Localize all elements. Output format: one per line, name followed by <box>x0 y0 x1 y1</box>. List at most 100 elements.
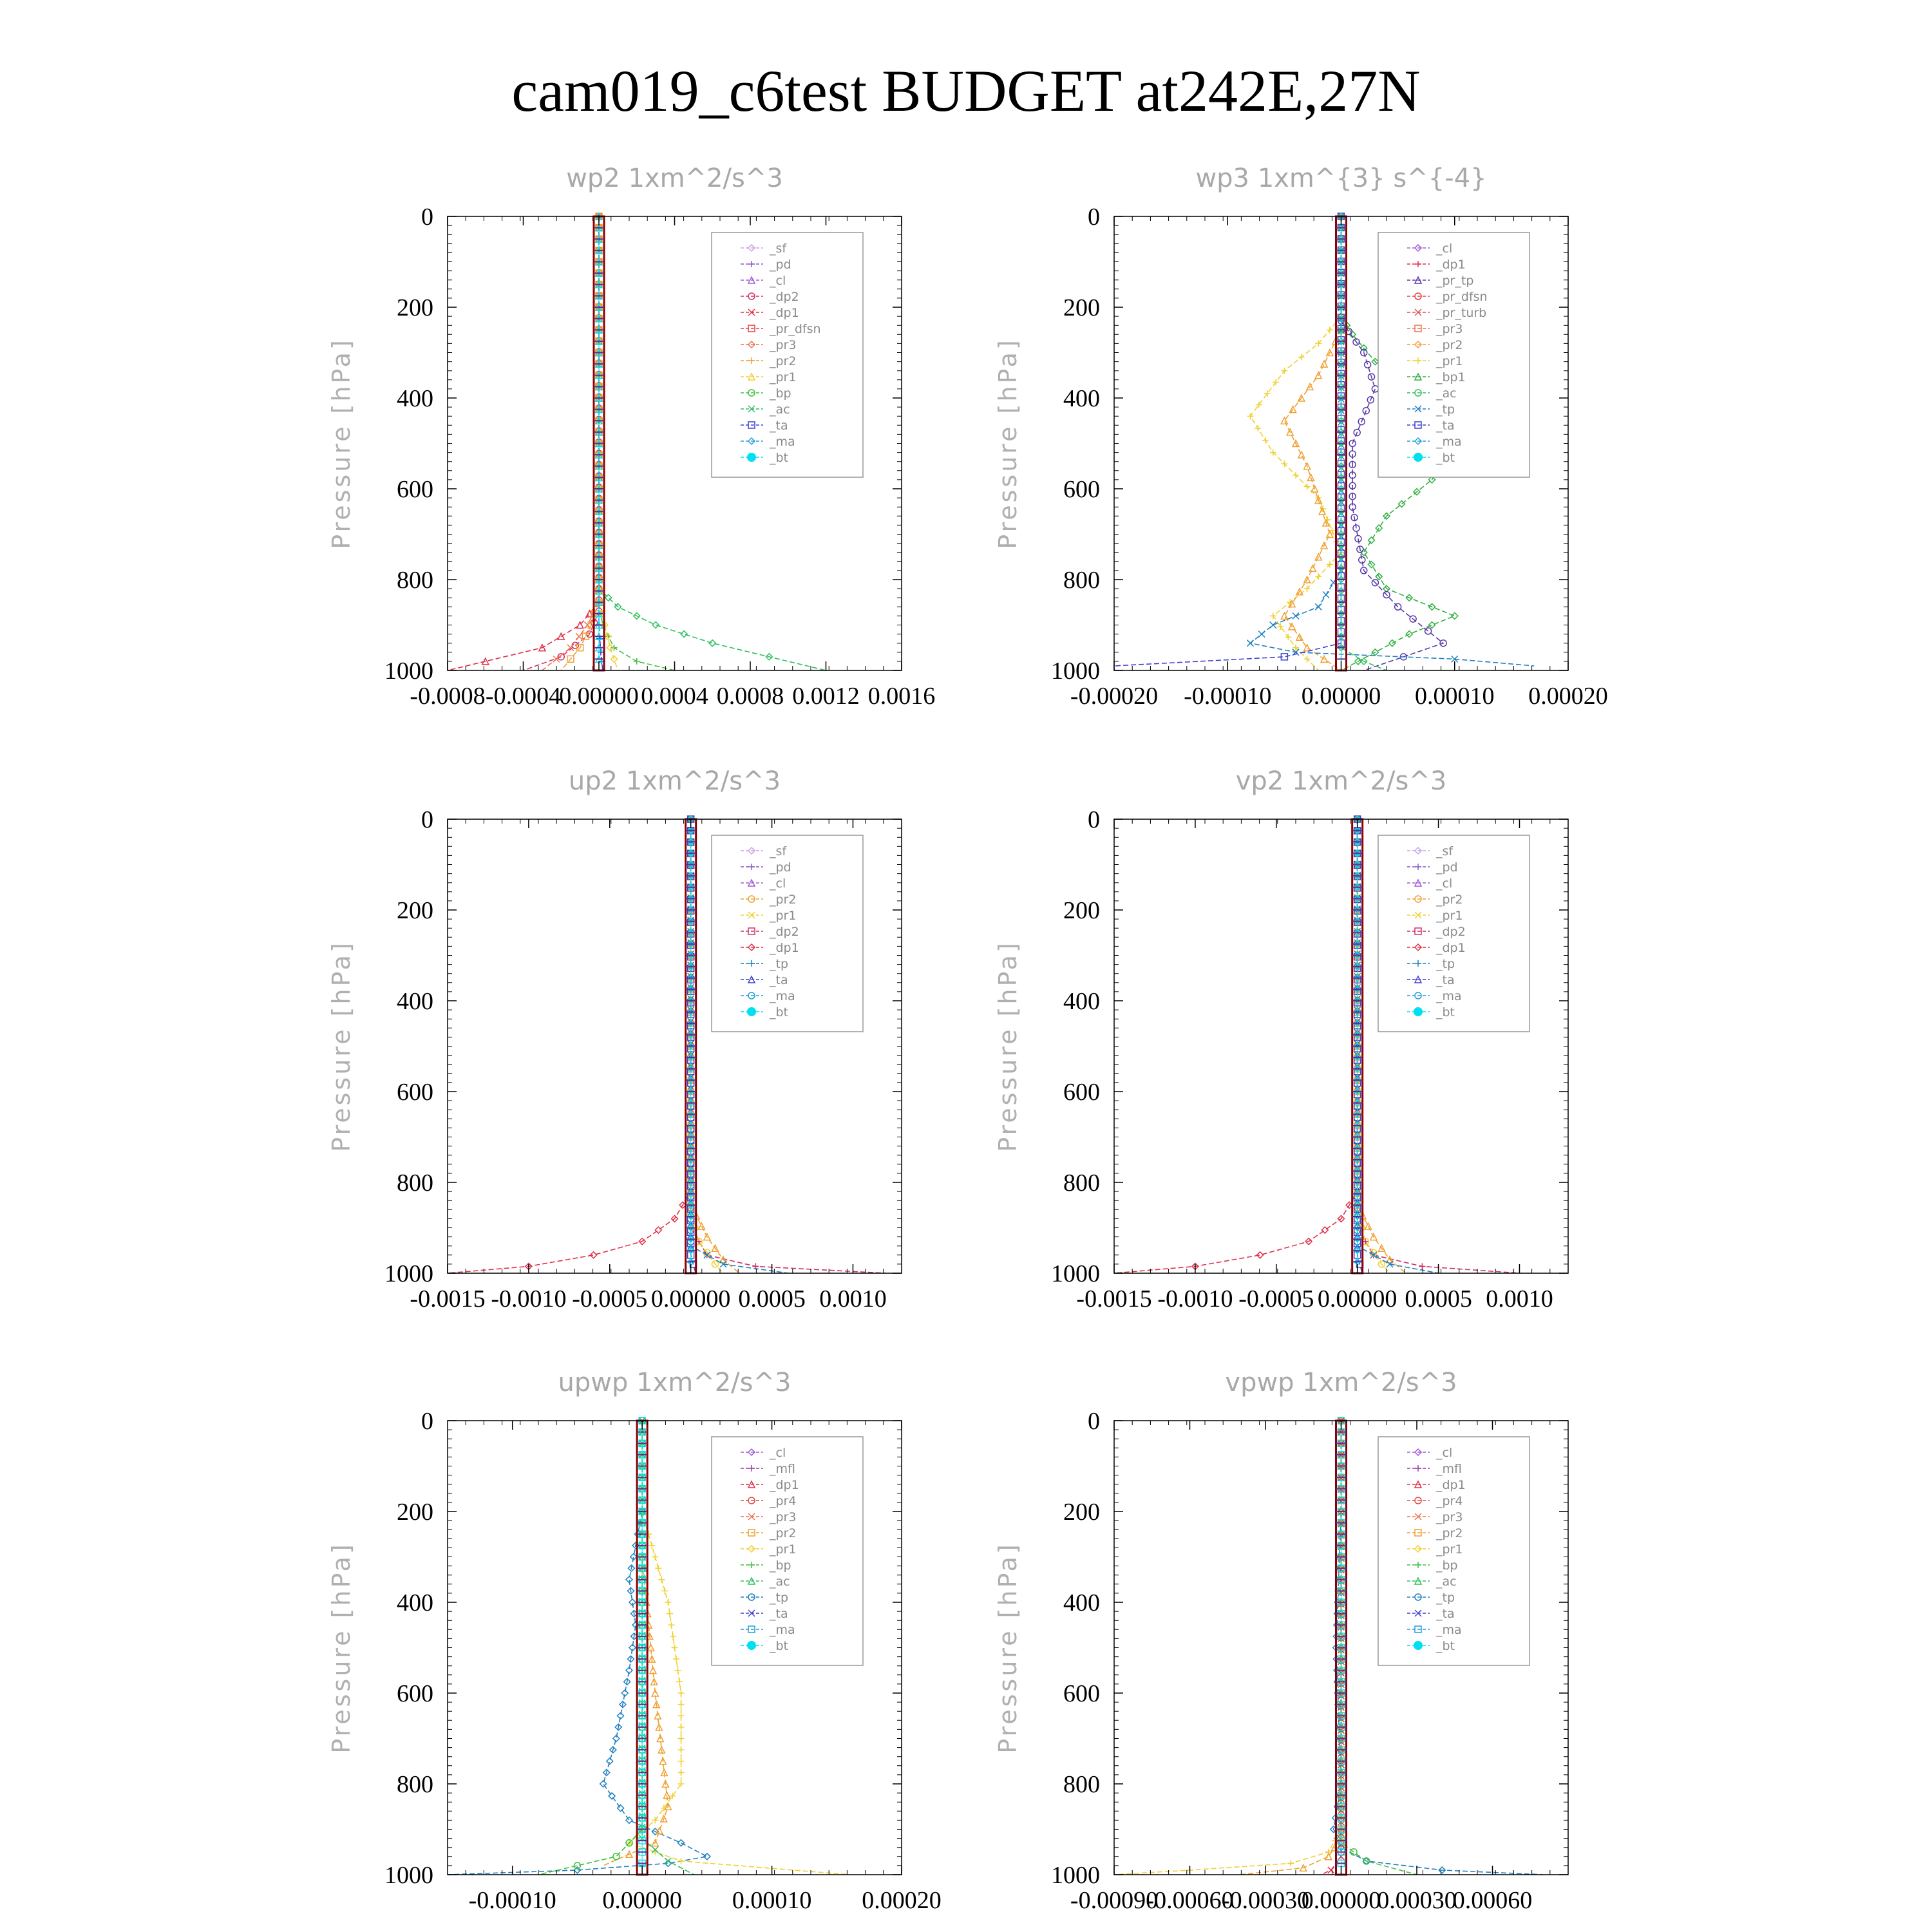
up2-bt-marker <box>687 917 695 925</box>
vpwp-pr1-marker <box>1287 1860 1294 1867</box>
wp2-xtick-label: 0.0016 <box>868 683 936 710</box>
wp3-tp-marker <box>1322 591 1330 599</box>
up2-legend-marker <box>747 943 756 952</box>
wp3-pr2-marker <box>1325 529 1334 538</box>
up2-legend-marker <box>747 846 756 855</box>
vpwp-xtick-label: -0.00090 <box>1070 1887 1158 1914</box>
up2-bt-marker <box>687 1008 695 1016</box>
up2-bt-marker <box>687 963 695 971</box>
up2-legend-item: _pd <box>769 860 791 875</box>
up2-bt-marker <box>687 1178 695 1187</box>
wp2-xtick-label: 0.0012 <box>792 683 860 710</box>
wp3-pr1-marker <box>1247 413 1254 420</box>
wp3-legend-marker <box>1414 308 1422 316</box>
wp3-legend-item: _bp1 <box>1435 370 1466 384</box>
wp3-pr1-marker <box>1315 573 1322 580</box>
wp2-pr1-marker <box>603 632 612 641</box>
wp3-bp1-marker <box>1397 500 1406 508</box>
wp2-dp1-marker <box>481 657 489 665</box>
vp2-dp1-marker <box>1305 1237 1313 1245</box>
up2-tp-marker <box>719 1260 727 1268</box>
vpwp-pr2-marker <box>1324 1852 1333 1861</box>
wp3-pr1-marker <box>1269 449 1276 456</box>
up2-bt-marker <box>687 1121 695 1130</box>
up2-legend-item: _pr1 <box>769 909 796 923</box>
wp3-bp1-marker <box>1412 488 1421 496</box>
wp3-pr2-marker <box>1289 404 1297 413</box>
wp3-pr1-marker <box>1303 656 1311 663</box>
up2-xtick-label: -0.0015 <box>410 1285 485 1312</box>
vpwp-dp1-marker <box>1327 1866 1335 1874</box>
wp2-ytick-label: 0 <box>421 204 433 231</box>
wp3-pr_tp-marker <box>1409 615 1417 623</box>
up2-bt-marker <box>687 1133 695 1141</box>
up2-legend-item: _bt <box>769 1005 788 1019</box>
wp3-bp1-marker <box>1359 548 1368 556</box>
wp3-xtick-label: 0.00020 <box>1528 683 1608 710</box>
wp2-pr3-marker <box>553 655 560 663</box>
wp2-legend-dot <box>747 453 756 462</box>
wp3-legend-marker <box>1414 372 1423 381</box>
wp3-bp1-marker <box>1354 657 1363 665</box>
vpwp-legend-item: _pr1 <box>1435 1542 1463 1557</box>
vp2-dp1-marker <box>1321 1226 1329 1235</box>
vpwp-series-pr2 <box>1240 1416 1345 1875</box>
wp3-legend-marker <box>1414 389 1422 397</box>
vpwp-ytick-label: 200 <box>1063 1499 1100 1526</box>
vp2-title: vp2 1xm^2/s^3 <box>1236 766 1447 796</box>
up2-bt-marker <box>687 883 695 891</box>
up2-bt-marker <box>687 838 695 846</box>
wp3-legend-item: _bt <box>1435 451 1455 465</box>
up2-bt-marker <box>687 1189 695 1198</box>
wp2-legend-marker <box>747 340 756 349</box>
wp3-ytick-label: 400 <box>1063 385 1100 412</box>
wp3-pr1-marker <box>1255 401 1262 408</box>
wp3-legend-marker <box>1414 421 1422 429</box>
wp3-pr2-marker <box>1295 587 1304 596</box>
wp3-pr_tp-marker <box>1399 653 1408 661</box>
wp2-ytick-label: 800 <box>397 567 433 594</box>
wp3-xtick-label: 0.00010 <box>1415 683 1495 710</box>
wp3-pr1-marker <box>1273 379 1280 386</box>
wp2-legend-item: _dp2 <box>769 290 799 304</box>
vpwp-line-pr1 <box>1113 1421 1342 1875</box>
vpwp-legend-item: _cl <box>1435 1446 1452 1460</box>
wp3-pr2-marker <box>1314 495 1323 504</box>
wp3-pr_tp-marker <box>1424 627 1432 635</box>
wp2-title: wp2 1xm^2/s^3 <box>566 164 783 193</box>
up2-bt-marker <box>687 905 695 914</box>
wp3-title: wp3 1xm^{3} s^{-4} <box>1195 164 1486 193</box>
up2-ytick-label: 200 <box>397 897 433 924</box>
wp2-ytick-label: 200 <box>397 294 433 321</box>
wp3-legend-item: _pr3 <box>1435 322 1463 336</box>
up2-pr2-marker <box>719 1255 728 1264</box>
vpwp-xtick-label: 0.00030 <box>1377 1887 1457 1914</box>
wp2-ac-marker <box>614 603 622 611</box>
wp3-pr_tp-marker <box>1349 460 1356 469</box>
wp3-line-pr_tp <box>1340 320 1444 671</box>
wp2-dp1-marker <box>538 643 547 652</box>
wp2-pr3-marker <box>567 644 574 652</box>
figure-title: cam019_c6test BUDGET at242E,27N <box>511 58 1421 124</box>
vpwp-series-pr1 <box>1113 1417 1345 1875</box>
wp3-pr2-marker <box>1295 632 1304 641</box>
up2-legend-item: _ma <box>769 989 795 1003</box>
wp3-legend-marker <box>1415 261 1421 267</box>
up2-legend-marker <box>748 927 755 935</box>
wp3-pr_tp-marker <box>1349 503 1356 511</box>
wp3-legend-marker <box>1415 357 1421 364</box>
wp3-bp1-marker <box>1367 536 1376 544</box>
wp3-ytick-label: 800 <box>1063 567 1100 594</box>
wp3-tp-marker <box>1269 621 1277 629</box>
wp3-legend-item: _pr_tp <box>1435 274 1473 288</box>
vpwp-xtick-label: 0.00060 <box>1453 1887 1533 1914</box>
up2-legend-marker <box>747 878 756 887</box>
wp3-xtick-label: -0.00010 <box>1184 683 1271 710</box>
wp3-legend-item: _tp <box>1435 402 1455 417</box>
wp2-legend-item: _bp <box>769 386 791 401</box>
vpwp-ylabel: Pressure [hPa] <box>994 1542 1022 1754</box>
wp3-pr1-marker <box>1326 327 1333 334</box>
up2-bt-marker <box>687 1019 695 1028</box>
